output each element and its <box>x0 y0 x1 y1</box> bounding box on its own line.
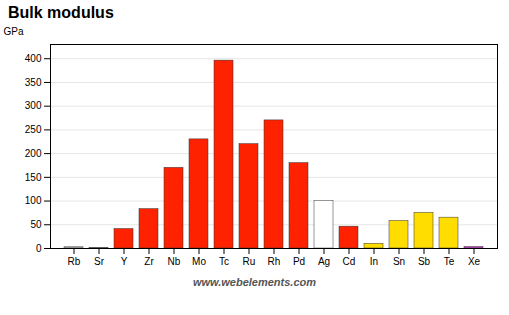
svg-text:100: 100 <box>25 195 42 206</box>
svg-text:250: 250 <box>25 124 42 135</box>
svg-text:Zr: Zr <box>144 256 154 267</box>
svg-text:Cd: Cd <box>343 256 356 267</box>
svg-text:In: In <box>370 256 378 267</box>
svg-text:50: 50 <box>30 219 42 230</box>
svg-text:350: 350 <box>25 77 42 88</box>
svg-text:GPa: GPa <box>4 26 24 37</box>
svg-text:400: 400 <box>25 53 42 64</box>
svg-text:Y: Y <box>121 256 128 267</box>
svg-text:Tc: Tc <box>219 256 229 267</box>
svg-text:Rb: Rb <box>68 256 81 267</box>
svg-text:Te: Te <box>444 256 455 267</box>
svg-text:200: 200 <box>25 148 42 159</box>
svg-text:Mo: Mo <box>192 256 206 267</box>
svg-text:Sr: Sr <box>94 256 105 267</box>
svg-text:Sn: Sn <box>393 256 405 267</box>
svg-text:Nb: Nb <box>168 256 181 267</box>
svg-text:Ag: Ag <box>318 256 330 267</box>
svg-text:Xe: Xe <box>468 256 481 267</box>
svg-text:0: 0 <box>36 243 42 254</box>
svg-text:Sb: Sb <box>418 256 431 267</box>
svg-text:150: 150 <box>25 172 42 183</box>
svg-text:Ru: Ru <box>243 256 256 267</box>
svg-text:Rh: Rh <box>268 256 281 267</box>
svg-text:300: 300 <box>25 100 42 111</box>
html-text:Bulk modulus: Bulk modulus <box>8 4 114 21</box>
html-text:www.webelements.com: www.webelements.com <box>193 276 316 288</box>
svg-text:Pd: Pd <box>293 256 305 267</box>
